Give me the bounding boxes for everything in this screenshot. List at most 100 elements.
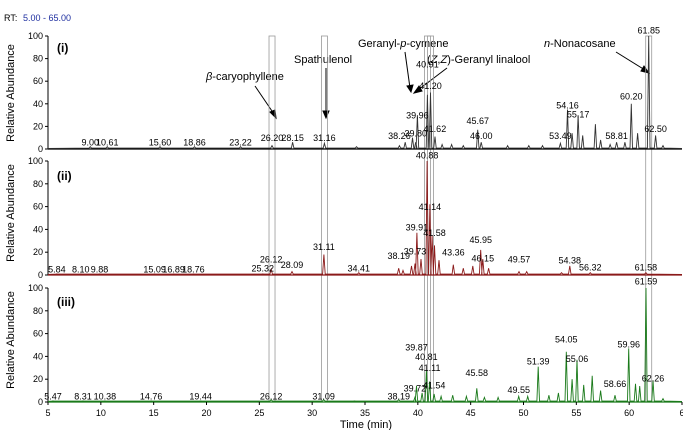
panel-label-iii: (iii) <box>57 295 75 309</box>
peak-label: 15.09 <box>143 265 166 275</box>
peak-label: 41.20 <box>419 81 442 91</box>
peak-label: 55.17 <box>567 109 590 119</box>
y-tick-label: 60 <box>33 329 43 339</box>
y-tick-label: 80 <box>33 306 43 316</box>
peak-label: 54.16 <box>556 100 579 110</box>
x-tick-label: 55 <box>571 408 581 418</box>
arrow-caryophyllene <box>254 85 275 115</box>
y-tick-label: 0 <box>38 397 43 407</box>
rt-header-label: RT: <box>4 13 17 23</box>
peak-label: 51.39 <box>527 356 550 366</box>
peak-label: 41.54 <box>423 380 446 390</box>
peak-label: 40.81 <box>415 352 438 362</box>
peak-label: 55.06 <box>566 354 589 364</box>
peak-label: 60.20 <box>620 91 643 101</box>
x-tick-label: 20 <box>201 408 211 418</box>
peak-label: 26.20 <box>261 133 284 143</box>
x-tick-label: 6 <box>679 408 683 418</box>
peak-label: 38.19 <box>387 392 410 402</box>
annotation-geranyl-p-cymene: Geranyl-p-cymene <box>358 38 449 50</box>
peak-label: 46.15 <box>472 253 495 263</box>
y-tick-label: 80 <box>33 54 43 64</box>
peak-label: 39.87 <box>405 343 428 353</box>
peak-label: 31.16 <box>313 133 336 143</box>
peak-label: 10.38 <box>94 392 117 402</box>
peak-label: 61.59 <box>635 277 658 287</box>
x-tick-label: 25 <box>254 408 264 418</box>
peak-label: 34.41 <box>348 264 371 274</box>
peak-label: 39.72 <box>404 384 427 394</box>
peak-label: 62.26 <box>642 373 665 383</box>
x-tick-label: 35 <box>360 408 370 418</box>
peak-label: 38.26 <box>388 131 411 141</box>
annotation-caryophyllene: β-caryophyllene <box>205 71 284 83</box>
peak-label: 16.89 <box>162 265 185 275</box>
chromatogram-trace <box>47 35 683 149</box>
peak-label: 61.58 <box>635 262 658 272</box>
peak-label: 40.91 <box>416 60 439 70</box>
peak-label: 54.05 <box>555 335 578 345</box>
panel-label-ii: (ii) <box>57 169 72 183</box>
y-tick-label: 0 <box>38 270 43 280</box>
peak-label: 41.14 <box>419 202 442 212</box>
x-tick-label: 15 <box>149 408 159 418</box>
peak-label: 49.57 <box>508 254 531 264</box>
peak-label: 39.73 <box>404 246 427 256</box>
y-tick-label: 100 <box>28 31 43 41</box>
peak-label: 41.58 <box>423 228 446 238</box>
compound-highlight-box-0 <box>268 35 276 403</box>
y-tick-label: 40 <box>33 99 43 109</box>
peak-label: 14.76 <box>140 392 163 402</box>
peak-label: 45.58 <box>466 368 489 378</box>
y-tick-label: 20 <box>33 121 43 131</box>
peak-label: 26.12 <box>260 254 283 264</box>
peak-label: 59.96 <box>617 339 640 349</box>
peak-label: 46.00 <box>470 131 493 141</box>
peak-label: 31.09 <box>312 392 335 402</box>
arrow-nonacosane <box>615 51 646 71</box>
peak-label: 40.88 <box>416 151 439 161</box>
peak-label: 5.84 <box>48 265 66 275</box>
peak-label: 18.86 <box>183 138 206 148</box>
y-axis-label-i: Relative Abundance <box>5 44 17 142</box>
arrowhead-caryophyllene <box>269 109 277 120</box>
peak-label: 39.91 <box>406 223 429 233</box>
peak-label: 39.96 <box>406 110 429 120</box>
annotation-nonacosane: n-Nonacosane <box>544 38 616 50</box>
peak-label: 18.76 <box>182 265 205 275</box>
peak-label: 61.85 <box>637 26 660 36</box>
arrowhead-geranyl-p-cymene <box>406 84 414 94</box>
y-tick-label: 0 <box>38 144 43 154</box>
chromatogram-trace <box>47 160 683 275</box>
annotation-geranyl-linalool: (Z,Z)-Geranyl linalool <box>427 54 530 66</box>
x-tick-label: 45 <box>466 408 476 418</box>
peak-label: 8.31 <box>74 392 92 402</box>
y-axis-label-ii: Relative Abundance <box>5 164 17 262</box>
x-tick-label: 30 <box>307 408 317 418</box>
y-tick-label: 100 <box>28 283 43 293</box>
rt-header-range: 5.00 - 65.00 <box>23 13 71 23</box>
arrowhead-spathulenol <box>322 110 330 120</box>
peak-label: 15.60 <box>149 138 172 148</box>
peak-label: 31.11 <box>313 242 335 252</box>
peak-label: 28.09 <box>281 260 304 270</box>
chromatogram-trace <box>47 287 683 402</box>
peak-label: 49.55 <box>507 385 530 395</box>
peak-label: 62.50 <box>644 124 667 134</box>
peak-label: 19.44 <box>189 392 212 402</box>
x-tick-label: 60 <box>624 408 634 418</box>
y-tick-label: 40 <box>33 351 43 361</box>
arrowhead-nonacosane <box>640 65 651 74</box>
x-tick-label: 10 <box>96 408 106 418</box>
peak-label: 45.95 <box>469 235 492 245</box>
peak-label: 9.00 <box>82 138 100 148</box>
peak-label: 39.80 <box>404 129 427 139</box>
y-tick-label: 20 <box>33 374 43 384</box>
y-tick-label: 60 <box>33 76 43 86</box>
peak-label: 43.36 <box>442 248 465 258</box>
peak-label: 38.19 <box>387 251 410 261</box>
x-tick-label: 40 <box>413 408 423 418</box>
y-tick-label: 20 <box>33 247 43 257</box>
